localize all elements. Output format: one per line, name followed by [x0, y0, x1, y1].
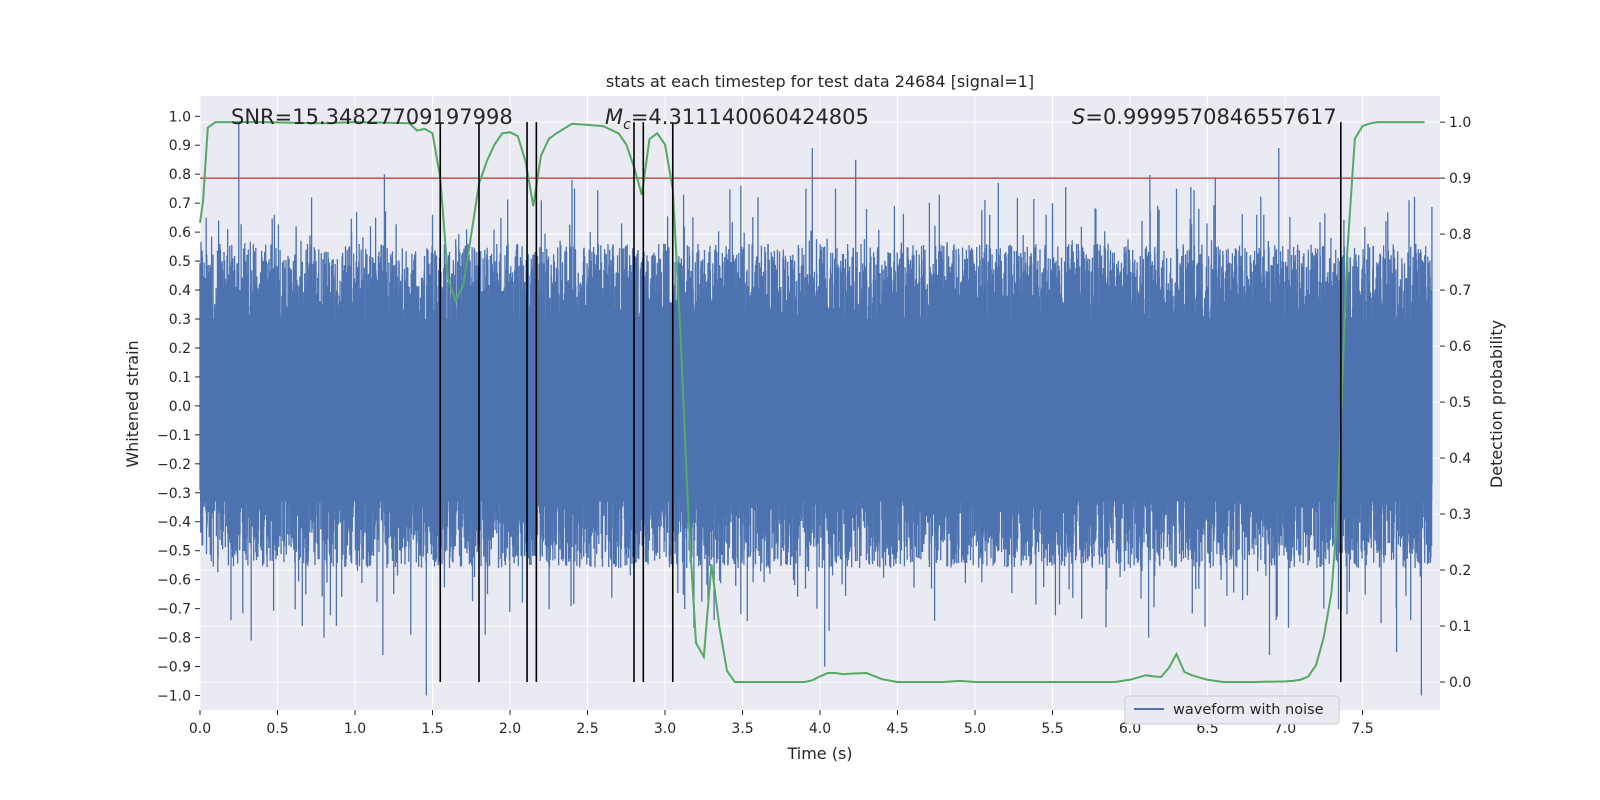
y-right-tick-label: 0.7: [1449, 283, 1471, 299]
snr-annotation: SNR=15.34827709197998: [231, 105, 513, 129]
x-tick-label: 7.0: [1274, 721, 1296, 737]
y-right-tick-label: 0.9: [1449, 171, 1471, 187]
y-left-tick-label: −0.8: [157, 631, 191, 647]
x-tick-label: 1.5: [421, 721, 443, 737]
y-left-tick-label: −0.9: [157, 660, 191, 676]
legend: waveform with noise: [1124, 695, 1340, 725]
y-left-tick-label: −1.0: [157, 689, 191, 705]
y-left-tick-label: −0.7: [157, 602, 191, 618]
y-left-tick-label: −0.5: [157, 544, 191, 560]
y-left-tick-label: −0.6: [157, 573, 191, 589]
legend-label: waveform with noise: [1173, 702, 1324, 718]
s-value: =0.9999570846557617: [1085, 105, 1336, 129]
y-left-tick-label: 0.9: [169, 138, 191, 154]
y-right-tick-label: 0.3: [1449, 507, 1471, 523]
x-tick-label: 0.0: [189, 721, 211, 737]
x-tick-label: 3.5: [731, 721, 753, 737]
legend-box: [1124, 695, 1340, 725]
y-left-axis-label: Whitened strain: [123, 340, 142, 467]
x-axis-label: Time (s): [786, 744, 852, 763]
y-right-axis-label: Detection probability: [1487, 320, 1506, 488]
y-left-tick-label: 0.2: [169, 341, 191, 357]
mc-value: =4.311140060424805: [631, 105, 869, 129]
y-left-tick-label: 0.5: [169, 254, 191, 270]
waveform-core: [200, 319, 1433, 502]
y-left-tick-label: 0.8: [169, 167, 191, 183]
y-left-tick-label: −0.3: [157, 486, 191, 502]
waveform-series: [199, 122, 1433, 696]
y-right-tick-label: 1.0: [1449, 115, 1471, 131]
y-right-tick-label: 0.8: [1449, 227, 1471, 243]
mc-subscript: c: [623, 117, 631, 133]
x-tick-label: 2.5: [576, 721, 598, 737]
y-left-axis-ticks: −1.0 −0.9 −0.8 −0.7 −0.6 −0.5 −0.4 −0.3 −0.2 −0.1…: [157, 109, 200, 705]
y-left-tick-label: 0.6: [169, 225, 191, 241]
x-tick-label: 7.5: [1351, 721, 1373, 737]
x-tick-label: 5.0: [964, 721, 986, 737]
y-left-tick-label: 0.4: [169, 283, 191, 299]
x-tick-label: 4.5: [886, 721, 908, 737]
x-tick-label: 2.0: [499, 721, 521, 737]
s-symbol: S: [1072, 105, 1085, 129]
y-left-tick-label: 0.3: [169, 312, 191, 328]
y-right-tick-label: 0.6: [1449, 339, 1471, 355]
x-tick-label: 6.5: [1196, 721, 1218, 737]
y-left-tick-label: 0.0: [169, 399, 191, 415]
x-axis-ticks: 0.0 0.5 1.0 1.5 2.0 2.5 3.0 3.5 4.0 4.5 5.0 5.5 6.0 6…: [189, 710, 1374, 737]
x-tick-label: 1.0: [344, 721, 366, 737]
y-left-tick-label: 0.1: [169, 370, 191, 386]
chart-title: stats at each timestep for test data 246…: [606, 72, 1034, 91]
y-right-tick-label: 0.5: [1449, 395, 1471, 411]
y-right-axis-ticks: 0.0 0.1 0.2 0.3 0.4 0.5 0.6 0.7 0.8 0.9 1.0: [1440, 115, 1471, 691]
marker-lines: [439, 122, 1342, 683]
s-annotation: S=0.9999570846557617: [1072, 105, 1337, 129]
y-left-tick-label: 0.7: [169, 196, 191, 212]
y-right-tick-label: 0.2: [1449, 563, 1471, 579]
x-tick-label: 3.0: [654, 721, 676, 737]
x-tick-label: 0.5: [266, 721, 288, 737]
x-tick-label: 4.0: [809, 721, 831, 737]
y-left-tick-label: −0.4: [157, 515, 191, 531]
y-right-tick-label: 0.1: [1449, 619, 1471, 635]
y-left-tick-label: −0.2: [157, 457, 191, 473]
y-right-tick-label: 0.0: [1449, 675, 1471, 691]
probability-line: [199, 121, 1425, 683]
y-left-tick-label: 1.0: [169, 109, 191, 125]
mc-annotation: Mc=4.311140060424805: [605, 105, 869, 133]
y-right-tick-label: 0.4: [1449, 451, 1471, 467]
mc-symbol: M: [605, 105, 623, 129]
y-left-tick-label: −0.1: [157, 428, 191, 444]
x-tick-label: 5.5: [1041, 721, 1063, 737]
x-tick-label: 6.0: [1119, 721, 1141, 737]
